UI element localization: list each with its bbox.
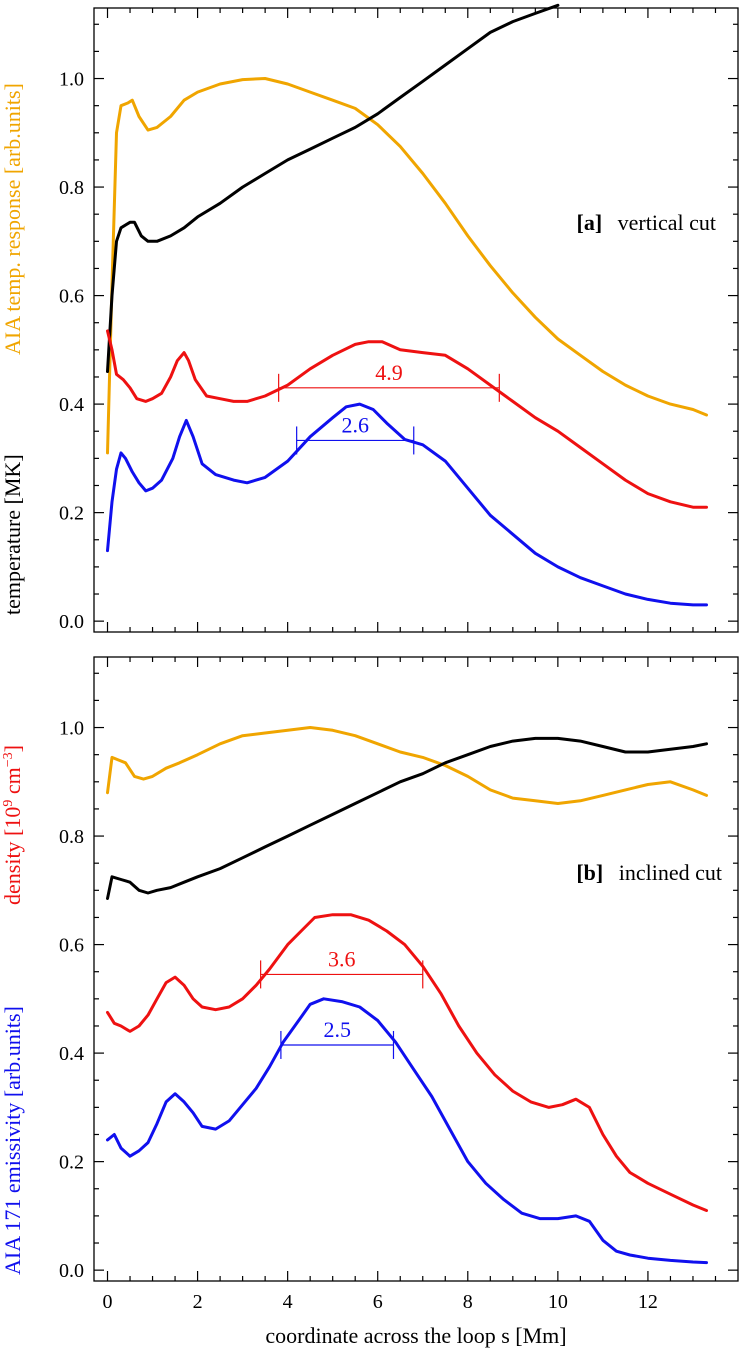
y-tick-label: 0.6	[59, 935, 84, 957]
panel-a-tag: [a]	[577, 210, 603, 235]
x-tick-label: 8	[463, 1291, 473, 1313]
y-tick-label: 0.0	[59, 611, 84, 633]
panel-a: 0.0 0.2 0.4 0.6 0.8 1.0 4.9 2.6 [a] vertical c…	[0, 3, 739, 633]
y-tick-label: 0.6	[59, 286, 84, 308]
panel-b-annotations: 3.6 2.5	[260, 946, 424, 1059]
x-tick-label: 2	[193, 1291, 203, 1313]
panel-a-frame	[93, 7, 739, 633]
y-tick-label: 0.4	[59, 394, 84, 416]
x-tick-label: 6	[373, 1291, 383, 1313]
fwhm-label-red: 3.6	[328, 946, 356, 971]
series-orange-line	[106, 726, 708, 805]
panel-b: 0.0 0.2 0.4 0.6 0.8 1.0 3.6 2.5 [b] inclined c…	[0, 656, 739, 1282]
y-tick-label: 1.0	[59, 69, 84, 91]
panel-b-frame	[93, 656, 739, 1282]
panel-b-ylabel-right-sup: 9	[1, 800, 16, 807]
series-red-line	[106, 329, 708, 509]
panel-a-text: vertical cut	[618, 210, 716, 235]
panel-b-ticks: 0.0 0.2 0.4 0.6 0.8 1.0	[59, 657, 738, 1282]
panel-b-tag: [b]	[576, 860, 603, 885]
x-tick-label: 0	[103, 1291, 113, 1313]
panel-a-ylabel-right: AIA temp. response [arb.units]	[0, 83, 25, 355]
panel-a-annotations: 4.9 2.6	[278, 360, 500, 455]
panel-b-ylabel-right-unit-sup: −3	[1, 752, 16, 767]
fwhm-label-blue: 2.6	[341, 412, 369, 437]
y-tick-label: 0.8	[59, 826, 84, 848]
panel-b-ylabel-right: density [109 cm−3]	[0, 745, 25, 905]
panel-b-ylabel-right-close: ]	[0, 745, 25, 752]
panel-b-series	[106, 726, 708, 1265]
panel-a-label: [a] vertical cut	[577, 210, 717, 235]
series-red-line	[106, 913, 708, 1212]
panel-b-ylabel-right-main: density [10	[0, 807, 25, 905]
fwhm-label-blue: 2.5	[323, 1017, 351, 1042]
x-tick-labels: 0 2 4 6 8 10 12	[103, 1291, 658, 1313]
y-tick-label: 0.2	[59, 1152, 84, 1174]
series-black-line	[106, 3, 560, 373]
fwhm-label-red: 4.9	[375, 360, 403, 385]
x-axis-label: coordinate across the loop s [Mm]	[265, 1323, 566, 1348]
series-blue-line	[106, 997, 708, 1265]
x-tick-label: 4	[283, 1291, 293, 1313]
panel-a-series	[106, 3, 708, 607]
panel-b-text: inclined cut	[619, 860, 722, 885]
y-tick-label: 0.8	[59, 177, 84, 199]
panel-a-ticks: 0.0 0.2 0.4 0.6 0.8 1.0	[59, 8, 738, 633]
x-tick-label: 12	[638, 1291, 658, 1313]
series-orange-line	[106, 77, 708, 455]
panel-b-ylabel-right-unit: cm	[0, 767, 25, 799]
panel-a-ylabel-left: temperature [MK]	[0, 454, 25, 615]
series-blue-line	[106, 402, 708, 607]
y-tick-label: 0.2	[59, 503, 84, 525]
x-tick-label: 10	[548, 1291, 568, 1313]
y-tick-label: 1.0	[59, 718, 84, 740]
panel-b-ylabel-left: AIA 171 emissivity [arb.units]	[0, 1006, 25, 1275]
series-black-line	[106, 736, 708, 900]
y-tick-label: 0.4	[59, 1043, 84, 1065]
y-tick-label: 0.0	[59, 1260, 84, 1282]
panel-b-label: [b] inclined cut	[576, 860, 722, 885]
